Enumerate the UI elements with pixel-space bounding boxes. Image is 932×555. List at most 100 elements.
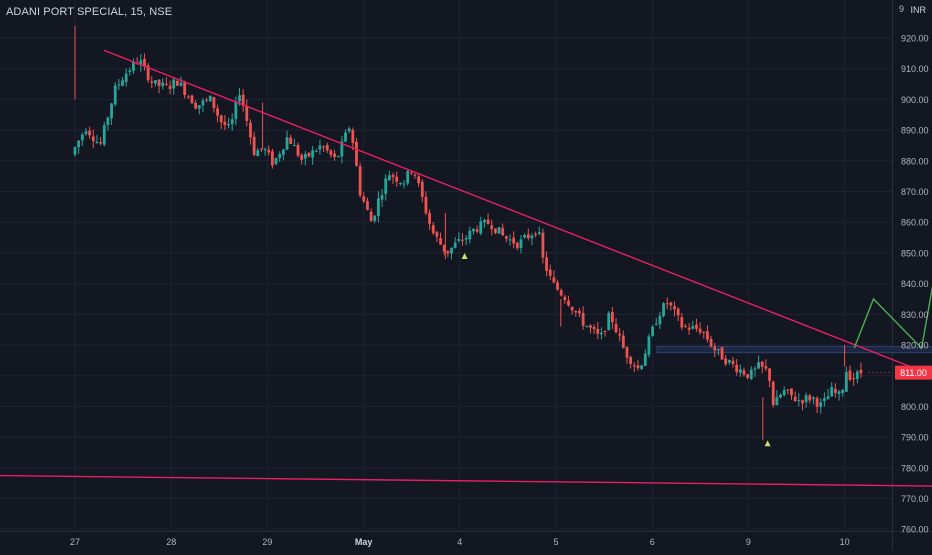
candle-body [743, 370, 746, 374]
candle-body [797, 400, 800, 401]
candle-body [260, 148, 263, 149]
candle-body [823, 398, 826, 401]
candle-body [582, 313, 585, 326]
candle-body [658, 316, 661, 324]
candle-body [750, 370, 753, 379]
candle-body [198, 105, 201, 109]
candle-body [746, 374, 749, 378]
candle-body [150, 81, 153, 83]
resistance-trendline [104, 50, 932, 388]
candle-body [615, 324, 618, 333]
candle-body [216, 108, 219, 115]
candle-body [238, 95, 241, 101]
candle-body [271, 151, 274, 165]
candle-body [289, 138, 292, 144]
candle-body [673, 306, 676, 309]
candle-body [194, 103, 197, 109]
candle-body [231, 119, 234, 124]
candle-body [552, 277, 555, 282]
candle-body [256, 150, 259, 156]
candle-body [213, 97, 216, 108]
candle-body [143, 59, 146, 66]
candle-body [275, 158, 278, 164]
candle-body [571, 307, 574, 310]
candle-body [841, 390, 844, 393]
candle-body [765, 366, 768, 369]
candle-body [395, 177, 398, 182]
candle-body [713, 346, 716, 350]
candle-body [542, 233, 545, 258]
y-tick-label: 860.00 [901, 218, 929, 228]
candle-body [220, 116, 223, 123]
candle-body [249, 123, 252, 138]
candle-body [344, 133, 347, 142]
candle-body [410, 172, 413, 173]
candle-body [812, 397, 815, 399]
candle-body [457, 239, 460, 241]
x-tick-label: 5 [553, 537, 558, 547]
candle-body [421, 182, 424, 197]
candle-body [684, 326, 687, 327]
candle-body [728, 360, 731, 362]
candle-body [538, 232, 541, 234]
y-tick-label: 920.00 [901, 34, 929, 44]
candle-body [838, 391, 841, 394]
candle-body [282, 149, 285, 154]
candle-body [337, 156, 340, 157]
candle-body [633, 365, 636, 366]
candle-body [74, 147, 77, 155]
y-tick-label: 770.00 [901, 494, 929, 504]
candle-body [830, 387, 833, 396]
candle-body [355, 142, 358, 166]
symbol-title[interactable]: ADANI PORT SPECIAL, 15, NSE [6, 6, 172, 18]
x-tick-label: May [355, 537, 373, 547]
candle-body [114, 85, 117, 104]
candle-body [779, 395, 782, 398]
candle-body [172, 80, 175, 89]
candle-body [253, 137, 256, 155]
candle-body [315, 151, 318, 152]
candle-body [589, 325, 592, 327]
candle-body [326, 145, 329, 150]
candle-body [754, 368, 757, 369]
candle-body [512, 238, 515, 244]
candle-body [805, 395, 808, 402]
candle-body [384, 178, 387, 193]
y-tick-label: 790.00 [901, 433, 929, 443]
candle-body [414, 174, 417, 175]
candle-body [399, 183, 402, 184]
candle-body [808, 395, 811, 400]
y-tick-label: 850.00 [901, 248, 929, 258]
candle-body [852, 378, 855, 379]
candle-body [490, 225, 493, 229]
candle-body [724, 358, 727, 364]
candle-body [158, 80, 161, 86]
candle-body [688, 328, 691, 330]
candle-body [721, 347, 724, 359]
candle-body [297, 145, 300, 156]
candle-body [472, 229, 475, 231]
candle-body [300, 155, 303, 160]
candle-body [176, 81, 179, 86]
candle-body [695, 325, 698, 329]
candle-body [92, 136, 95, 141]
candle-body [381, 195, 384, 199]
candle-body [567, 301, 570, 306]
candle-body [183, 83, 186, 95]
candle-body [786, 390, 789, 391]
candle-body [593, 327, 596, 329]
candle-body [534, 234, 537, 235]
candle-body [699, 329, 702, 333]
candle-body [169, 86, 172, 89]
candle-body [618, 334, 621, 336]
candle-body [622, 336, 625, 348]
candle-body [735, 365, 738, 372]
support-zone [657, 347, 932, 353]
candle-body [359, 166, 362, 195]
candle-body [125, 74, 128, 82]
x-tick-label: 9 [746, 537, 751, 547]
candle-body [794, 397, 797, 401]
candle-body [790, 388, 793, 395]
